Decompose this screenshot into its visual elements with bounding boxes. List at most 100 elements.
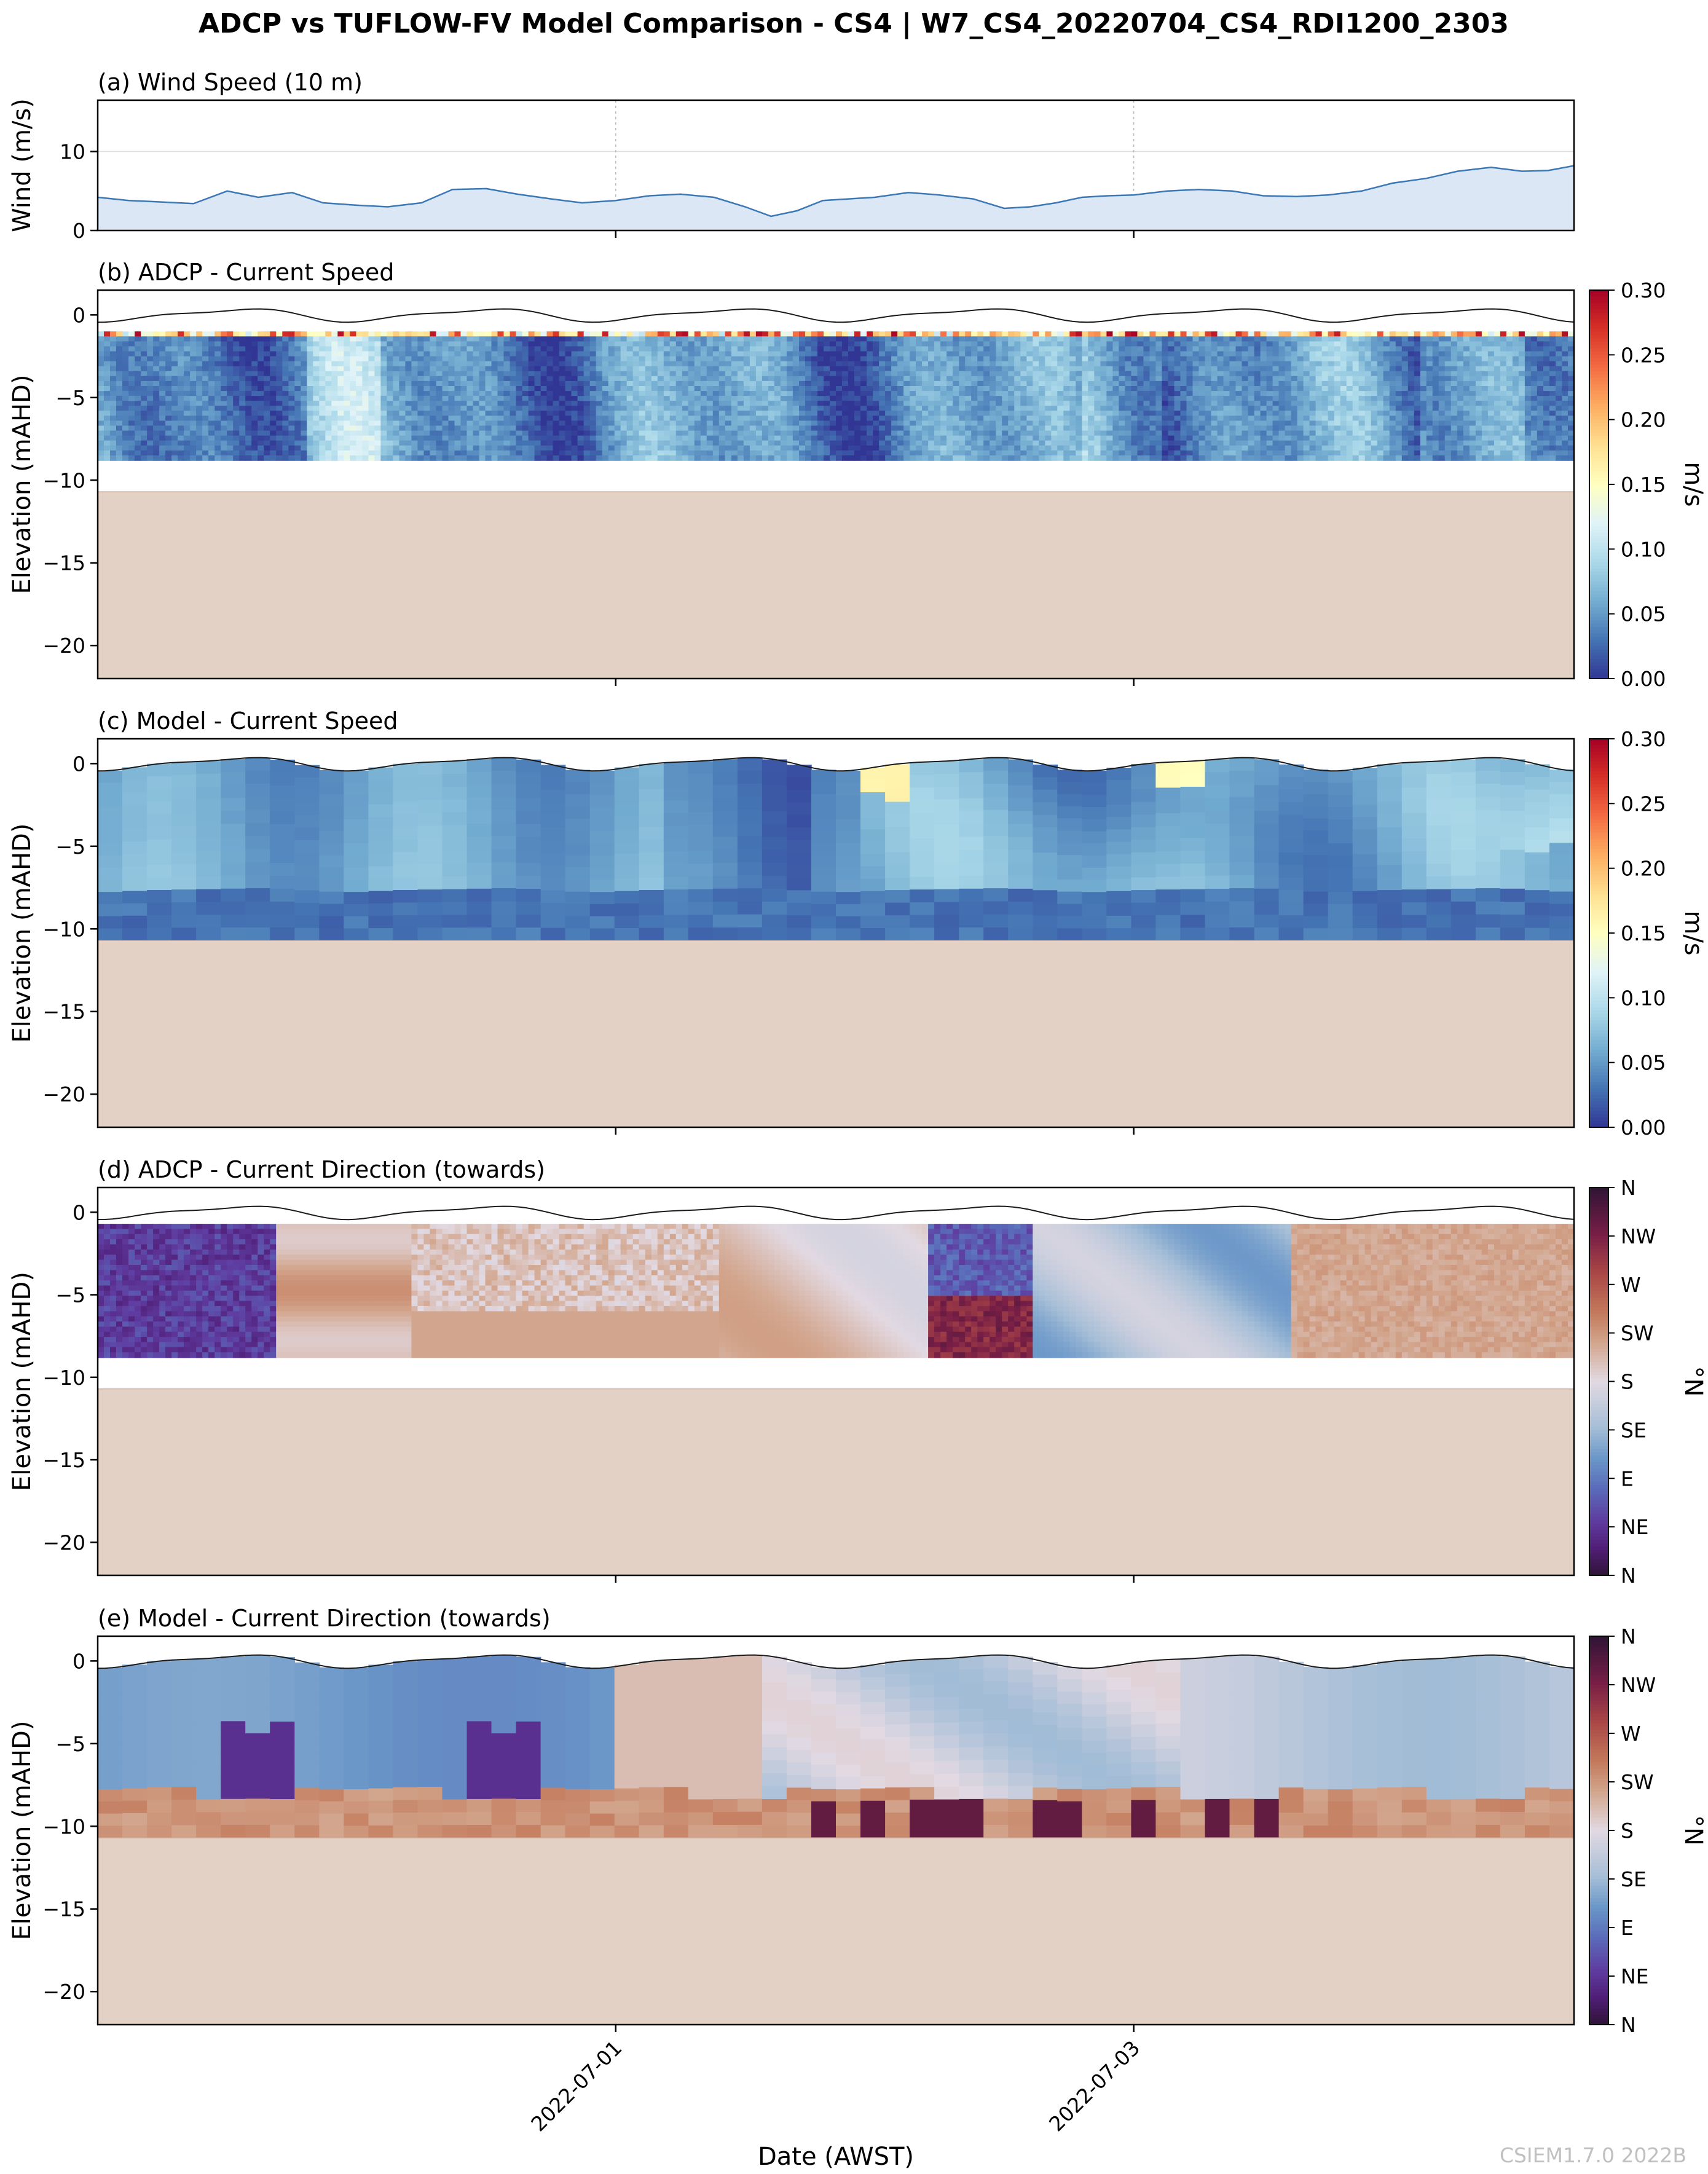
heatmap-cell xyxy=(1242,411,1249,417)
heatmap-cell xyxy=(1137,336,1144,342)
heatmap-cell xyxy=(546,391,554,396)
heatmap-cell xyxy=(1020,356,1028,362)
heatmap-cell xyxy=(1186,450,1194,456)
heatmap-cell xyxy=(971,376,978,382)
heatmap-cell xyxy=(1254,361,1261,367)
heatmap-cell xyxy=(294,420,302,427)
heatmap-cell xyxy=(565,425,572,431)
heatmap-cell xyxy=(184,386,191,392)
heatmap-cell xyxy=(786,351,793,357)
heatmap-cell xyxy=(1254,391,1261,396)
heatmap-cell xyxy=(1002,425,1009,431)
heatmap-cell xyxy=(1119,420,1126,427)
heatmap-cell xyxy=(1026,450,1034,456)
heatmap-cell xyxy=(442,356,449,362)
heatmap-cell xyxy=(141,430,148,436)
heatmap-cell xyxy=(879,341,886,347)
heatmap-cell xyxy=(276,346,283,352)
heatmap-cell xyxy=(442,401,449,407)
heatmap-cell xyxy=(596,331,603,337)
heatmap-cell xyxy=(897,430,904,436)
heatmap-cell xyxy=(830,361,836,367)
heatmap-cell xyxy=(1180,411,1187,417)
heatmap-cell xyxy=(399,455,406,461)
heatmap-cell xyxy=(553,401,560,407)
heatmap-cell xyxy=(873,455,880,461)
heatmap-cell xyxy=(792,411,800,417)
heatmap-cell xyxy=(1069,430,1077,436)
heatmap-cell xyxy=(632,346,640,352)
heatmap-cell xyxy=(350,361,357,367)
heatmap-cell xyxy=(460,351,468,357)
heatmap-cell xyxy=(885,376,892,382)
heatmap-cell xyxy=(264,371,270,377)
heatmap-cell xyxy=(1174,435,1181,441)
heatmap-cell xyxy=(811,416,818,422)
heatmap-cell xyxy=(965,435,972,441)
heatmap-cell xyxy=(503,416,511,422)
heatmap-cell xyxy=(190,396,197,401)
heatmap-cell xyxy=(682,391,689,396)
heatmap-cell xyxy=(546,435,554,441)
heatmap-cell xyxy=(928,420,935,427)
heatmap-cell xyxy=(645,440,652,446)
heatmap-cell xyxy=(1211,425,1218,431)
heatmap-cell xyxy=(214,430,221,436)
heatmap-cell xyxy=(1045,455,1052,461)
heatmap-cell xyxy=(940,420,947,427)
heatmap-cell xyxy=(792,380,800,387)
heatmap-cell xyxy=(171,416,178,422)
heatmap-cell xyxy=(571,366,578,372)
heatmap-cell xyxy=(423,336,431,342)
heatmap-cell xyxy=(159,396,166,401)
heatmap-cell xyxy=(1045,361,1052,367)
heatmap-cell xyxy=(497,440,505,446)
heatmap-cell xyxy=(393,386,400,392)
heatmap-cell xyxy=(1112,346,1120,352)
heatmap-cell xyxy=(848,450,855,456)
heatmap-cell xyxy=(1125,376,1132,382)
heatmap-cell xyxy=(473,376,480,382)
heatmap-cell xyxy=(1223,445,1230,451)
heatmap-cell xyxy=(1106,406,1114,412)
heatmap-cell xyxy=(534,406,541,412)
heatmap-cell xyxy=(762,455,769,461)
heatmap-cell xyxy=(122,361,129,367)
heatmap-cell xyxy=(141,455,148,461)
heatmap-cell xyxy=(1162,450,1169,456)
heatmap-cell xyxy=(553,336,560,342)
heatmap-cell xyxy=(1020,406,1028,412)
heatmap-cell xyxy=(1112,361,1120,367)
heatmap-cell xyxy=(842,366,849,372)
heatmap-cell xyxy=(534,351,541,357)
heatmap-cell xyxy=(1020,391,1028,396)
heatmap-cell xyxy=(811,346,818,352)
heatmap-cell xyxy=(682,371,689,377)
heatmap-cell xyxy=(934,391,941,396)
heatmap-cell xyxy=(626,380,634,387)
heatmap-cell xyxy=(1174,331,1181,337)
heatmap-cell xyxy=(362,346,369,352)
heatmap-cell xyxy=(1008,356,1015,362)
heatmap-cell xyxy=(657,346,664,352)
heatmap-cell xyxy=(141,351,148,357)
heatmap-cell xyxy=(374,371,382,377)
heatmap-cell xyxy=(953,391,959,396)
heatmap-cell xyxy=(1248,401,1255,407)
heatmap-cell xyxy=(208,346,215,352)
heatmap-cell xyxy=(1260,376,1267,382)
heatmap-cell xyxy=(903,341,910,347)
heatmap-cell xyxy=(712,351,720,357)
heatmap-cell xyxy=(387,336,394,342)
heatmap-cell xyxy=(824,376,830,382)
heatmap-cell xyxy=(1076,371,1083,377)
heatmap-cell xyxy=(258,336,264,342)
heatmap-cell xyxy=(565,420,572,427)
heatmap-cell xyxy=(534,440,541,446)
heatmap-cell xyxy=(294,406,302,412)
heatmap-cell xyxy=(1272,386,1280,392)
panel-title: (a) Wind Speed (10 m) xyxy=(98,69,363,96)
heatmap-cell xyxy=(368,445,376,451)
heatmap-cell xyxy=(546,380,554,387)
